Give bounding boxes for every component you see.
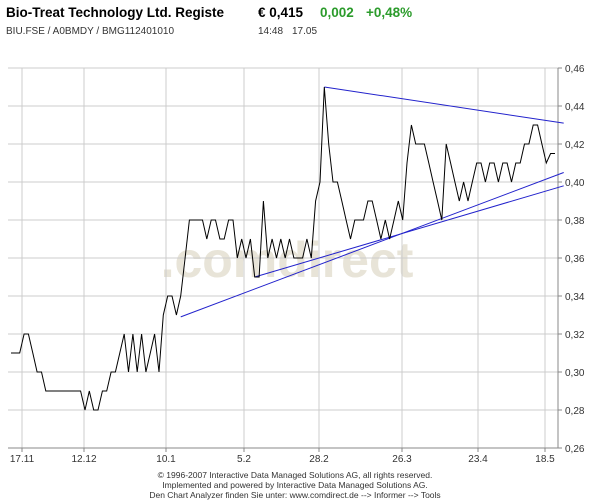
trend-line <box>180 172 564 318</box>
x-tick-label: 28.2 <box>309 454 329 465</box>
y-tick-labels: 0,46 0,44 0,42 0,40 0,38 0,36 0,34 0,32 0,30 0,28… <box>558 64 585 455</box>
x-tick-label: 18.5 <box>535 454 555 465</box>
price-series <box>11 86 555 411</box>
footer-implemented: Implemented and powered by Interactive D… <box>162 480 428 490</box>
price-line <box>11 86 555 411</box>
stock-title: Bio-Treat Technology Ltd. Registe <box>6 5 225 20</box>
y-tick-label: 0,26 <box>565 444 585 455</box>
trend-line <box>324 86 564 124</box>
y-tick-label: 0,28 <box>565 406 585 417</box>
y-tick-label: 0,44 <box>565 102 585 113</box>
trend-line <box>254 185 564 278</box>
quote-date: 17.05 <box>292 26 318 37</box>
x-tick-label: 23.4 <box>468 454 488 465</box>
watermark-logo: .comdirect <box>161 232 414 288</box>
x-tick-label: 5.2 <box>237 454 251 465</box>
x-tick-label: 10.1 <box>156 454 176 465</box>
chart-grid <box>8 67 558 449</box>
x-tick-labels: 17.11 12.12 10.1 5.2 28.2 26.3 23.4 18.5 <box>10 448 555 465</box>
x-tick-label: 12.12 <box>71 454 96 465</box>
footer-link-note: Den Chart Analyzer finden Sie unter: www… <box>149 490 441 500</box>
price-change: 0,002 <box>320 5 354 20</box>
y-tick-label: 0,46 <box>565 64 585 75</box>
stock-identifiers: BIU.FSE / A0BMDY / BMG112401010 <box>6 26 175 37</box>
quote-time: 14:48 <box>258 26 284 37</box>
y-tick-label: 0,40 <box>565 178 585 189</box>
x-tick-label: 17.11 <box>10 454 35 465</box>
stock-price: € 0,415 <box>258 5 304 20</box>
y-tick-label: 0,36 <box>565 254 585 265</box>
trend-lines <box>180 86 564 318</box>
y-tick-label: 0,34 <box>565 292 585 303</box>
x-tick-label: 26.3 <box>392 454 412 465</box>
footer-copyright: © 1996-2007 Interactive Data Managed Sol… <box>157 470 433 480</box>
y-tick-label: 0,42 <box>565 140 585 151</box>
y-tick-label: 0,38 <box>565 216 585 227</box>
price-change-percent: +0,48% <box>366 5 413 20</box>
y-tick-label: 0,32 <box>565 330 585 341</box>
y-tick-label: 0,30 <box>565 368 585 379</box>
